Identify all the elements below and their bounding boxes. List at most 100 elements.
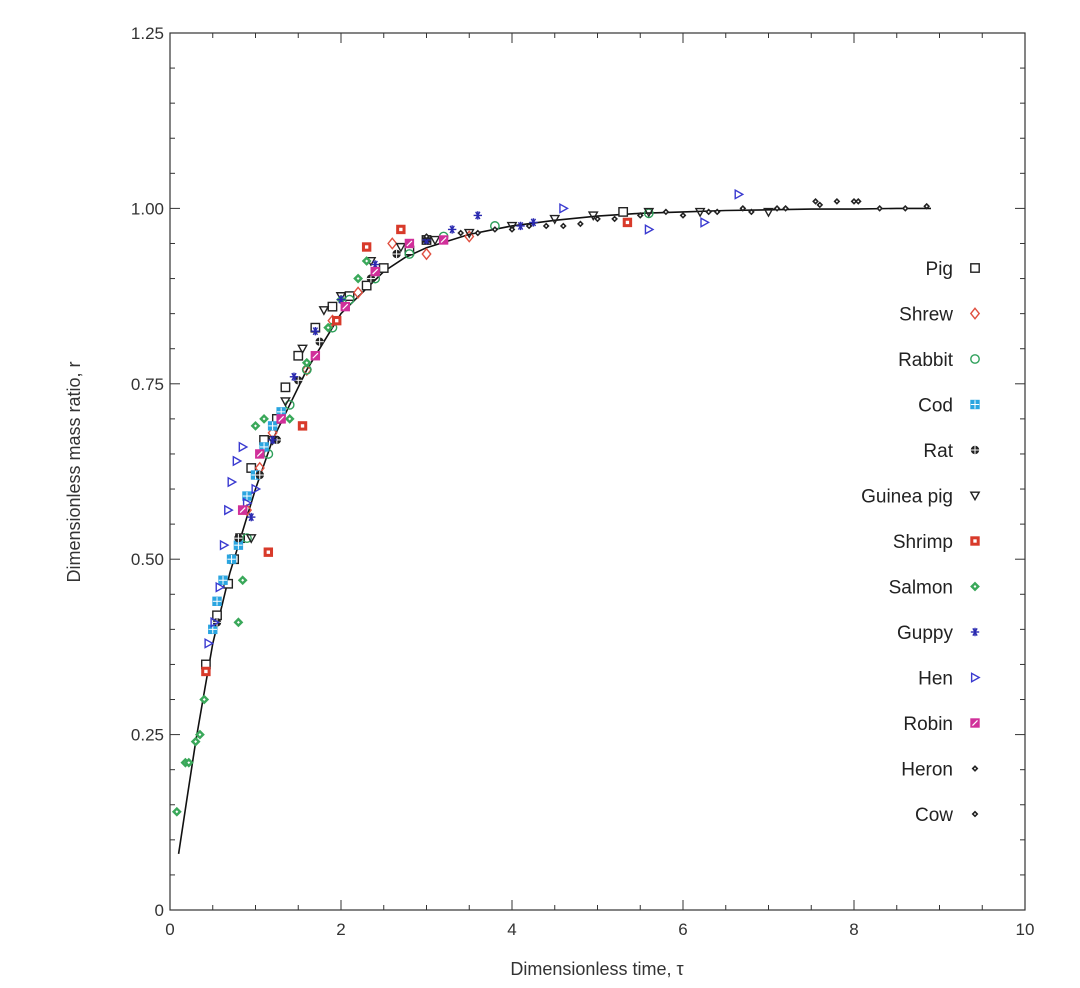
legend-label: Rat — [923, 441, 953, 462]
point-hen — [644, 224, 655, 235]
point-shrew — [353, 286, 364, 299]
legend-item-shrimp: Shrimp — [893, 532, 980, 553]
point-guinea-pig — [643, 207, 655, 218]
legend-marker — [969, 307, 981, 320]
legend-label: Guppy — [897, 623, 953, 644]
legend-label: Cod — [918, 396, 953, 417]
point-guinea-pig — [549, 214, 561, 225]
point-rat — [255, 470, 264, 480]
y-tick-label: 0.50 — [131, 550, 164, 569]
point-salmon — [361, 256, 372, 266]
point-heron — [713, 208, 721, 216]
point-heron — [748, 208, 755, 216]
point-robin — [404, 238, 415, 249]
legend-item-cod: Cod — [918, 396, 980, 417]
point-pig — [361, 280, 372, 291]
point-cow — [812, 198, 819, 205]
point-guinea-pig — [763, 207, 774, 218]
point-hen — [242, 497, 253, 509]
point-pig — [280, 382, 291, 393]
legend-marker — [970, 672, 981, 683]
x-tick-label: 0 — [165, 920, 174, 939]
point-cow — [662, 208, 670, 216]
point-cod — [267, 421, 278, 431]
point-shrew — [387, 237, 398, 250]
point-heron — [850, 198, 858, 205]
point-hen — [232, 455, 243, 467]
legend-marker — [969, 491, 981, 502]
legend-label: Rabbit — [898, 350, 954, 371]
legend-marker — [970, 718, 980, 728]
point-salmon — [250, 420, 261, 431]
point-cod — [212, 596, 222, 606]
point-shrimp — [332, 315, 342, 326]
point-shrimp — [297, 421, 308, 431]
point-guppy — [268, 435, 277, 445]
point-heron — [679, 212, 687, 219]
point-guinea-pig — [463, 228, 475, 239]
point-shrew — [421, 247, 432, 261]
point-heron — [474, 229, 482, 237]
point-rat — [315, 337, 324, 346]
point-salmon — [171, 806, 182, 817]
legend-item-heron: Heron — [901, 760, 979, 781]
point-shrimp — [396, 224, 406, 235]
point-cod — [226, 554, 237, 564]
point-cow — [923, 202, 931, 210]
point-robin — [340, 301, 350, 312]
point-robin — [237, 505, 248, 515]
point-cow — [739, 205, 747, 212]
point-heron — [816, 201, 824, 209]
point-hen — [559, 203, 569, 214]
point-shrew — [464, 230, 475, 243]
legend-item-guppy: Guppy — [897, 623, 980, 644]
point-cow — [773, 205, 781, 212]
point-salmon — [353, 273, 364, 284]
point-robin — [310, 351, 321, 361]
legend-item-robin: Robin — [903, 714, 980, 735]
point-cow — [636, 212, 644, 219]
legend-label: Shrew — [899, 305, 953, 326]
point-heron — [508, 226, 516, 233]
y-tick-label: 0.25 — [131, 726, 164, 745]
legend-marker — [970, 354, 980, 364]
point-salmon — [259, 413, 269, 424]
x-tick-label: 2 — [336, 920, 345, 939]
point-heron — [542, 222, 550, 230]
legend-item-hen: Hen — [918, 669, 981, 690]
legend-marker — [970, 581, 980, 592]
point-rat — [392, 249, 401, 259]
point-pig — [293, 350, 304, 361]
point-heron — [423, 233, 430, 240]
point-cow — [594, 215, 601, 223]
point-salmon — [190, 736, 201, 747]
point-cow — [457, 229, 465, 237]
legend-label: Hen — [918, 669, 953, 690]
point-guinea-pig — [506, 221, 518, 232]
legend-marker — [971, 765, 979, 772]
point-cow — [705, 208, 713, 216]
point-robin — [370, 266, 380, 277]
point-shrimp — [263, 547, 274, 557]
x-tick-label: 10 — [1016, 920, 1035, 939]
point-robin — [276, 414, 286, 424]
point-shrimp — [201, 666, 211, 677]
y-tick-label: 1.00 — [131, 199, 164, 218]
x-tick-label: 6 — [678, 920, 687, 939]
x-axis-label: Dimensionless time, τ — [510, 959, 683, 979]
point-rat — [234, 533, 243, 543]
point-heron — [782, 205, 789, 212]
point-cow — [525, 222, 533, 230]
point-cow — [559, 222, 567, 230]
point-robin — [438, 235, 449, 245]
point-guppy — [529, 218, 538, 227]
point-shrimp — [622, 217, 633, 228]
point-pig — [618, 207, 629, 217]
y-axis-label: Dimensionless mass ratio, r — [64, 361, 84, 582]
point-salmon — [195, 729, 205, 740]
point-guinea-pig — [318, 306, 330, 316]
point-salmon — [183, 757, 194, 768]
point-hen — [215, 581, 226, 593]
point-hen — [210, 616, 221, 628]
